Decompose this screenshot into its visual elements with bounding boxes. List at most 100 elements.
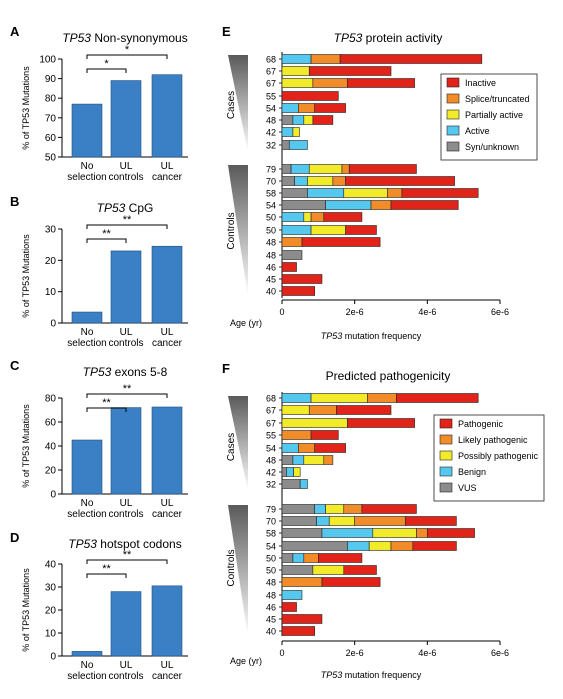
- stacked-bar-segment: [412, 541, 457, 551]
- stacked-bar-segment: [281, 274, 323, 284]
- stacked-bar-segment: [281, 200, 326, 210]
- y-tick-label: 20: [45, 606, 57, 617]
- significance-label: **: [102, 397, 111, 409]
- significance-bracket: [86, 407, 127, 412]
- age-tick-label: 46: [266, 603, 276, 613]
- age-tick-label: 70: [266, 177, 276, 187]
- legend-label: Partially active: [465, 110, 523, 120]
- x-tick-label: 6e-6: [491, 307, 509, 317]
- stacked-bar-segment: [281, 479, 301, 489]
- stacked-bar-segment: [341, 164, 350, 174]
- legend-label: Inactive: [465, 78, 496, 88]
- panel-A: A TP53 Non-synonymous 50 60 70 80 90 100 % of TP…: [10, 24, 188, 183]
- chart-title-rest: exons 5-8: [111, 365, 167, 379]
- age-axis-label: Age (yr): [230, 656, 262, 666]
- age-tick-label: 54: [266, 104, 276, 114]
- age-tick-label: 67: [266, 406, 276, 416]
- stacked-bar-segment: [307, 176, 334, 186]
- bar: [110, 591, 142, 657]
- stacked-bar-segment: [339, 54, 483, 64]
- stacked-bar-segment: [281, 393, 312, 403]
- stacked-bar-segment: [281, 225, 312, 235]
- stacked-bar-segment: [416, 528, 428, 538]
- x-tick-label: 0: [279, 307, 284, 317]
- significance-label: **: [102, 563, 111, 575]
- x-tick-label: controls: [108, 172, 143, 183]
- bar: [151, 406, 183, 495]
- significance-label: **: [102, 228, 111, 240]
- y-tick-label: 90: [45, 74, 57, 85]
- x-tick-label: UL: [120, 161, 133, 172]
- legend-swatch: [446, 93, 460, 104]
- legend-swatch: [446, 77, 460, 88]
- significance-bracket: [86, 68, 127, 73]
- chart-title: TP53 Non-synonymous: [62, 31, 187, 45]
- age-gradient-wedge: [228, 396, 248, 491]
- significance-label: **: [123, 549, 132, 561]
- y-tick-label: 30: [45, 225, 57, 236]
- x-tick-label: 4e-6: [418, 648, 436, 658]
- significance-label: **: [123, 383, 132, 395]
- age-tick-label: 50: [266, 566, 276, 576]
- stacked-bar-segment: [292, 455, 305, 465]
- stacked-bar-segment: [325, 200, 372, 210]
- age-tick-label: 68: [266, 55, 276, 65]
- age-gradient-wedge: [228, 55, 248, 152]
- x-tick-label: cancer: [152, 671, 183, 682]
- chart-title: TP53 protein activity: [334, 31, 443, 45]
- legend: Pathogenic Likely pathogenic Possibly path…: [433, 414, 545, 502]
- stacked-bar-segment: [281, 614, 323, 624]
- panel-letter: A: [10, 24, 20, 39]
- age-axis-label: Age (yr): [230, 318, 262, 328]
- stacked-bar-segment: [314, 504, 326, 514]
- stacked-bar-segment: [303, 553, 319, 563]
- stacked-bar-segment: [292, 127, 300, 137]
- stacked-bar-segment: [390, 200, 459, 210]
- stacked-bar-segment: [348, 164, 417, 174]
- stacked-bar-segment: [332, 176, 346, 186]
- stacked-bar-segment: [345, 225, 377, 235]
- stacked-bar-segment: [316, 516, 330, 526]
- x-tick-label: cancer: [152, 172, 183, 183]
- stacked-bar-segment: [281, 418, 348, 428]
- chart-title-rest: hotspot codons: [97, 537, 182, 551]
- stacked-bar-segment: [281, 140, 290, 150]
- y-axis-label: % of TP53 Mutations: [21, 404, 31, 488]
- legend-swatch: [446, 141, 460, 152]
- bar: [71, 103, 103, 158]
- panel-letter: B: [10, 194, 19, 209]
- chart-title-rest: CpG: [125, 201, 153, 215]
- age-tick-label: 67: [266, 419, 276, 429]
- stacked-bar-segment: [281, 565, 314, 575]
- stacked-bar-segment: [281, 577, 323, 587]
- stacked-bar-segment: [288, 140, 308, 150]
- age-tick-label: 58: [266, 529, 276, 539]
- legend-swatch: [446, 125, 460, 136]
- stacked-bar-segment: [328, 516, 355, 526]
- x-tick-label: UL: [120, 498, 133, 509]
- stacked-bar-segment: [303, 115, 314, 125]
- age-tick-label: 55: [266, 431, 276, 441]
- stacked-bar-segment: [286, 467, 294, 477]
- x-tick-label: No: [81, 327, 94, 338]
- stacked-bar-segment: [281, 91, 339, 101]
- x-tick-label: No: [81, 660, 94, 671]
- x-tick-label: controls: [108, 338, 143, 349]
- x-tick-label: UL: [120, 327, 133, 338]
- chart-title-italic: TP53: [83, 365, 112, 379]
- significance-bracket: [86, 559, 168, 564]
- age-tick-label: 40: [266, 627, 276, 637]
- legend-label: Syn/unknown: [465, 142, 519, 152]
- y-tick-label: 60: [45, 133, 57, 144]
- legend-swatch: [439, 450, 453, 461]
- stacked-bar-segment: [343, 188, 388, 198]
- legend-label: Possibly pathogenic: [458, 451, 539, 461]
- x-axis-label: TP53 mutation frequency: [321, 670, 422, 680]
- chart-title: TP53 hotspot codons: [68, 537, 181, 551]
- x-tick-label: controls: [108, 509, 143, 520]
- stacked-bar-segment: [281, 626, 316, 636]
- stacked-bar-segment: [312, 565, 345, 575]
- x-tick-label: No: [81, 161, 94, 172]
- x-tick-label: UL: [161, 660, 174, 671]
- stacked-bar-segment: [281, 262, 297, 272]
